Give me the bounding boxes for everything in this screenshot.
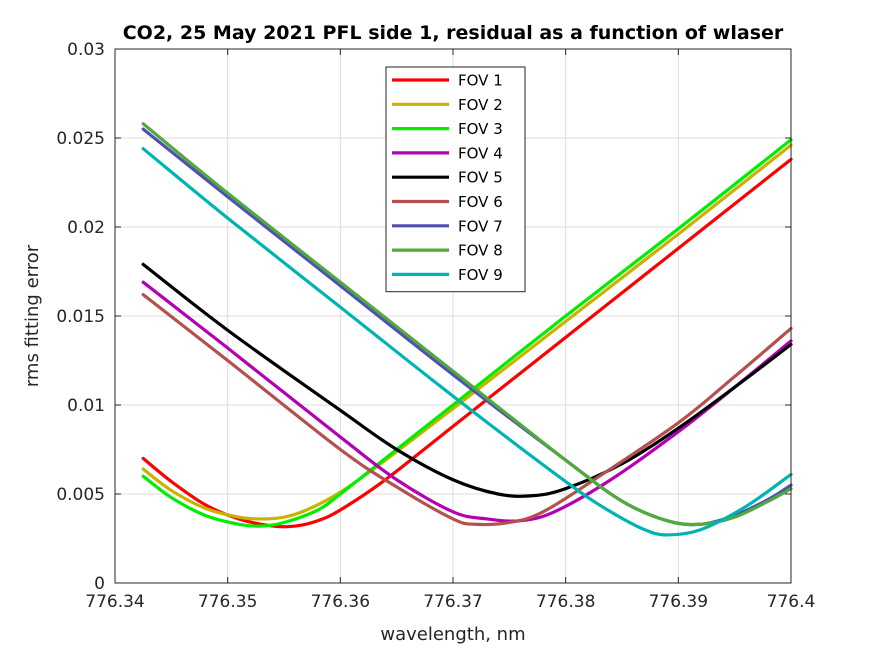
series-line-fov-3 [141,138,793,528]
legend-label: FOV 7 [458,217,503,235]
legend-label: FOV 2 [458,96,503,114]
legend-label: FOV 4 [458,144,503,162]
x-tick-label: 776.36 [311,592,370,612]
legend-label: FOV 1 [458,72,503,90]
x-tick-label: 776.37 [423,592,482,612]
legend: FOV 1 FOV 2 FOV 3 FOV 4 FOV 5 FOV 6 FOV 7 FOV 8… [385,66,526,293]
series-line-fov-9 [141,147,793,537]
x-tick-label: 776.38 [536,592,595,612]
y-tick-label: 0.005 [56,485,105,505]
chart-title: CO2, 25 May 2021 PFL side 1, residual as… [123,22,784,44]
series-line-fov-6 [141,293,793,527]
legend-label: FOV 6 [458,193,503,211]
y-tick-label: 0.02 [67,218,105,238]
y-tick-label: 0 [94,574,105,594]
series-line-fov-4 [141,280,793,523]
x-tick-label: 776.34 [85,592,144,612]
y-axis-label: rms fitting error [22,244,43,387]
x-tick-label: 776.39 [649,592,708,612]
y-tick-label: 0.025 [56,129,105,149]
series-lines [141,122,793,537]
series-line-fov-1 [141,157,793,529]
legend-box [385,66,526,293]
legend-label: FOV 8 [458,242,503,260]
x-axis-label: wavelength, nm [380,624,525,645]
y-tick-label: 0.03 [67,40,105,60]
series-line-fov-8 [141,122,793,527]
y-tick-label: 0.01 [67,396,105,416]
series-line-fov-5 [141,262,793,498]
y-tick-label: 0.015 [56,307,105,327]
x-tick-label: 776.35 [198,592,257,612]
series-line-fov-2 [141,143,793,521]
axis-ticks: 776.34 776.35 776.36 776.37 776.38 776.39 776.… [56,40,815,612]
legend-label: FOV 9 [458,266,503,284]
x-tick-label: 776.4 [767,592,816,612]
legend-label: FOV 3 [458,120,503,138]
legend-label: FOV 5 [458,169,503,187]
